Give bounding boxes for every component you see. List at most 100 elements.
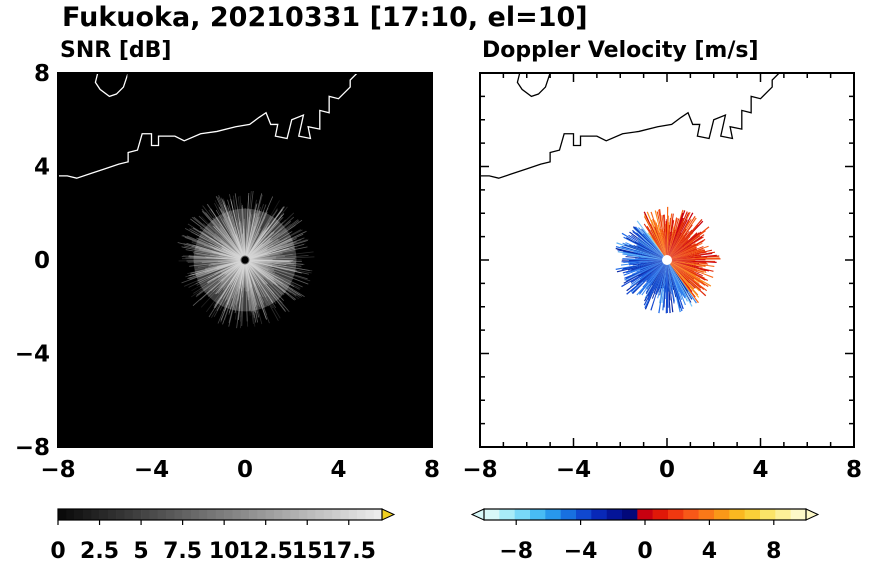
- colorbar-swatch: [622, 509, 638, 520]
- colorbar-tick-label: 2.5: [80, 539, 119, 564]
- panel-title-doppler: Doppler Velocity [m/s]: [482, 38, 759, 63]
- x-tick-label: 4: [330, 457, 346, 483]
- colorbar-swatch: [775, 509, 791, 520]
- colorbar-swatch: [332, 509, 341, 520]
- colorbar-swatch: [668, 509, 684, 520]
- x-tick-label: 8: [846, 457, 862, 483]
- colorbar-swatch: [191, 509, 200, 520]
- colorbar-swatch: [216, 509, 225, 520]
- panel-title-snr: SNR [dB]: [60, 38, 171, 63]
- colorbar-swatch: [241, 509, 250, 520]
- colorbar-swatch: [66, 509, 75, 520]
- colorbar-swatch: [745, 509, 761, 520]
- colorbar-tick-label: 12.5: [239, 539, 293, 564]
- colorbar-swatch: [515, 509, 531, 520]
- colorbar-swatch: [340, 509, 349, 520]
- colorbar-swatch: [299, 509, 308, 520]
- colorbar-swatch: [714, 509, 730, 520]
- colorbar-swatch: [232, 509, 241, 520]
- colorbar-swatch: [291, 509, 300, 520]
- colorbar-swatch: [365, 509, 374, 520]
- colorbar-swatch: [249, 509, 258, 520]
- colorbar-swatch: [637, 509, 653, 520]
- x-tick-label: −8: [462, 457, 497, 483]
- colorbar-swatch: [324, 509, 333, 520]
- y-tick-label: −8: [15, 435, 50, 461]
- x-tick-label: −4: [556, 457, 591, 483]
- colorbar-swatch: [224, 509, 233, 520]
- colorbar-tick-label: 15: [292, 539, 323, 564]
- colorbar-swatch: [791, 509, 807, 520]
- y-tick-label: −4: [15, 342, 50, 368]
- colorbar-swatch: [208, 509, 217, 520]
- colorbar-swatch: [499, 509, 515, 520]
- colorbar-tick-label: 0: [637, 539, 652, 564]
- colorbar-swatch: [75, 509, 84, 520]
- figure-title: Fukuoka, 20210331 [17:10, el=10]: [62, 2, 588, 33]
- colorbar-swatch: [699, 509, 715, 520]
- colorbar-tick-label: 10: [209, 539, 240, 564]
- x-tick-label: −4: [134, 457, 169, 483]
- colorbar-swatch: [266, 509, 275, 520]
- colorbar-extend-min: [472, 509, 484, 520]
- colorbar-swatch: [307, 509, 316, 520]
- doppler-colorbar: −8 −4 0 4 8: [472, 509, 818, 564]
- x-tick-label: 0: [659, 457, 675, 483]
- colorbar-swatch: [166, 509, 175, 520]
- y-tick-label: 4: [34, 155, 50, 181]
- colorbar-swatch: [174, 509, 183, 520]
- colorbar-swatch: [530, 509, 546, 520]
- colorbar-swatch: [607, 509, 623, 520]
- colorbar-tick-label: 4: [702, 539, 717, 564]
- colorbar-swatch: [484, 509, 500, 520]
- colorbar-tick-label: 7.5: [163, 539, 202, 564]
- colorbar-swatch: [729, 509, 745, 520]
- colorbar-swatch: [274, 509, 283, 520]
- colorbar-swatch: [149, 509, 158, 520]
- colorbar-swatch: [133, 509, 142, 520]
- colorbar-swatch: [653, 509, 669, 520]
- colorbar-tick-label: 0: [50, 539, 65, 564]
- colorbar-swatch: [683, 509, 699, 520]
- colorbar-swatch: [282, 509, 291, 520]
- colorbar-swatch: [124, 509, 133, 520]
- colorbar-swatch: [349, 509, 358, 520]
- colorbar-swatch: [257, 509, 266, 520]
- colorbar-swatch: [183, 509, 192, 520]
- radar-center-marker: [241, 256, 249, 264]
- colorbar-tick-label: 5: [133, 539, 148, 564]
- colorbar-swatch: [591, 509, 607, 520]
- colorbar-tick-label: 8: [766, 539, 781, 564]
- colorbar-swatch: [58, 509, 67, 520]
- colorbar-swatch: [116, 509, 125, 520]
- colorbar-tick-label: −4: [564, 539, 598, 564]
- colorbar-swatch: [108, 509, 117, 520]
- y-tick-label: 8: [34, 61, 50, 87]
- colorbar-swatch: [545, 509, 561, 520]
- colorbar-swatch: [141, 509, 150, 520]
- colorbar-swatch: [91, 509, 100, 520]
- colorbar-swatch: [760, 509, 776, 520]
- colorbar-swatch: [199, 509, 208, 520]
- colorbar-swatch: [158, 509, 167, 520]
- colorbar-tick-label: −8: [499, 539, 533, 564]
- colorbar-swatch: [561, 509, 577, 520]
- colorbar-swatch: [100, 509, 109, 520]
- colorbar-tick-label: 17.5: [322, 539, 376, 564]
- colorbar-swatch: [83, 509, 92, 520]
- colorbar-swatch: [316, 509, 325, 520]
- colorbar-swatch: [576, 509, 592, 520]
- x-tick-label: 0: [237, 457, 253, 483]
- colorbar-extend-max: [806, 509, 818, 520]
- x-tick-label: 8: [424, 457, 440, 483]
- radar-center-marker: [662, 255, 672, 265]
- y-tick-label: 0: [34, 248, 50, 274]
- colorbar-extend-max: [382, 509, 394, 520]
- colorbar-swatch: [374, 509, 383, 520]
